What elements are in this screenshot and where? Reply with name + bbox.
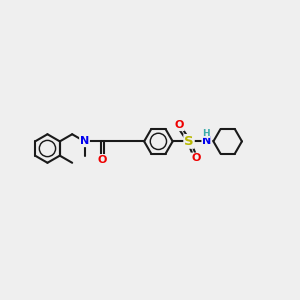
- Text: H: H: [202, 129, 210, 138]
- Text: N: N: [202, 136, 212, 146]
- Text: O: O: [98, 155, 107, 165]
- Text: N: N: [80, 136, 89, 146]
- Text: O: O: [191, 153, 200, 163]
- Text: O: O: [175, 120, 184, 130]
- Text: S: S: [184, 135, 194, 148]
